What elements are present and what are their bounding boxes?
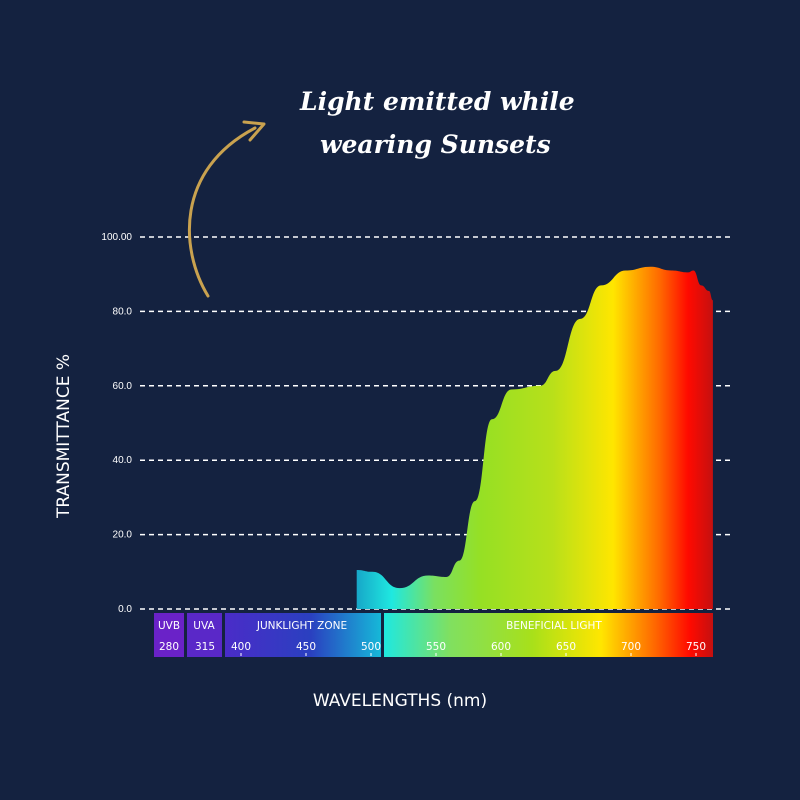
curved-arrow-icon [187, 120, 266, 298]
x-tick-label: 500 [361, 641, 381, 653]
x-axis-title: WAVELENGTHS (nm) [313, 691, 487, 711]
y-tick-label: 0.0 [118, 604, 132, 615]
x-tick-label: 650 [556, 641, 576, 653]
x-tick-label: 750 [686, 641, 706, 653]
x-tick-label: 700 [621, 641, 641, 653]
band-uva [187, 613, 222, 657]
y-tick-label: 20.0 [113, 530, 133, 541]
band-beneficial [384, 613, 713, 657]
band-label-beneficial: BENEFICIAL LIGHT [506, 620, 602, 632]
annotation-line-1: Light emitted while [299, 87, 575, 116]
x-tick-280: 280 [159, 641, 179, 653]
y-tick-label: 80.0 [113, 306, 133, 317]
y-axis-title: TRANSMITTANCE % [54, 354, 74, 519]
band-label-uva: UVA [193, 620, 215, 632]
annotation-line-2: wearing Sunsets [320, 130, 551, 159]
y-tick-label: 60.0 [113, 381, 133, 392]
band-junklight [225, 613, 381, 657]
x-tick-label: 400 [231, 641, 251, 653]
y-tick-label: 100.00 [101, 232, 132, 243]
x-tick-label: 600 [491, 641, 511, 653]
band-label-uvb: UVB [158, 620, 180, 632]
y-tick-label: 40.0 [113, 455, 133, 466]
x-tick-315: 315 [195, 641, 215, 653]
x-tick-label: 550 [426, 641, 446, 653]
transmittance-area [356, 266, 713, 609]
band-label-junklight: JUNKLIGHT ZONE [256, 620, 347, 632]
x-tick-label: 450 [296, 641, 316, 653]
band-uvb [154, 613, 184, 657]
